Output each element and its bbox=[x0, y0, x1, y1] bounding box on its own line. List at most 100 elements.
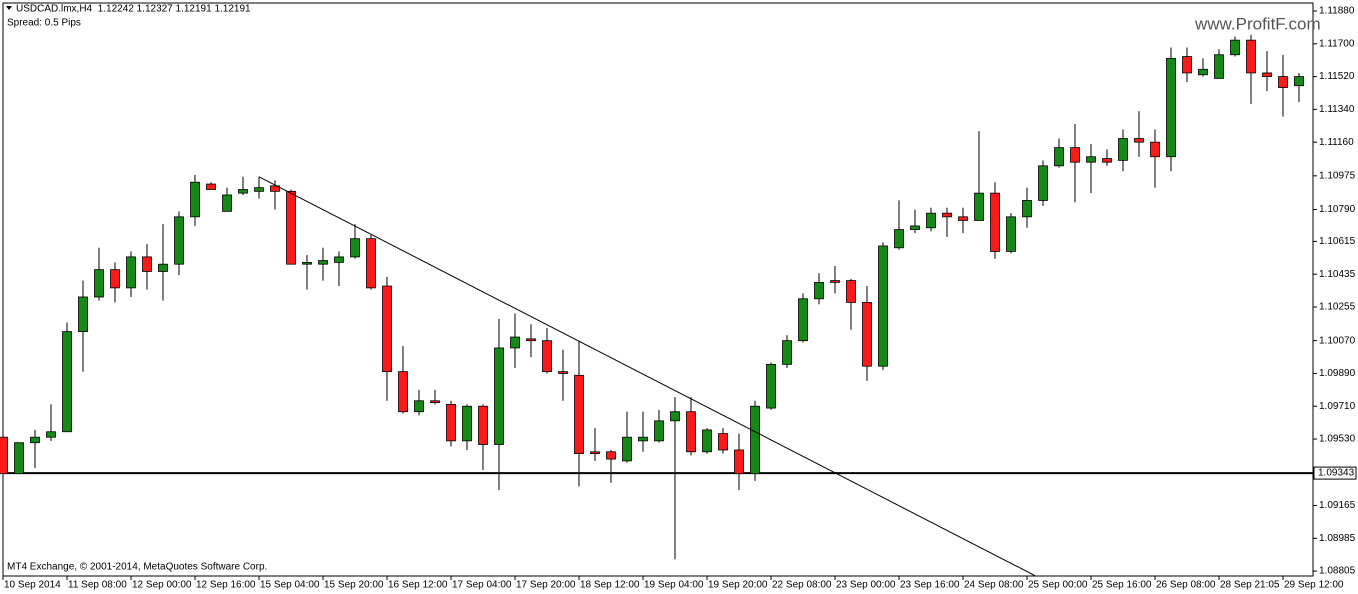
y-tick-label: 1.08985 bbox=[1319, 533, 1356, 544]
candle-body bbox=[974, 192, 984, 221]
candle-body bbox=[926, 212, 936, 229]
x-tick-label: 18 Sep 12:00 bbox=[580, 580, 640, 591]
candle-body bbox=[1054, 147, 1064, 167]
candle-body bbox=[206, 183, 216, 190]
candle-body bbox=[430, 400, 440, 404]
candle-body bbox=[638, 436, 648, 442]
candle-body bbox=[398, 371, 408, 413]
candle-body bbox=[494, 347, 504, 445]
copyright: MT4 Exchange, © 2001-2014, MetaQuotes So… bbox=[7, 562, 267, 573]
candle-body bbox=[782, 340, 792, 365]
candle-body bbox=[942, 212, 952, 218]
candle-body bbox=[734, 449, 744, 475]
x-tick-label: 16 Sep 12:00 bbox=[388, 580, 448, 591]
y-tick-label: 1.11160 bbox=[1319, 137, 1354, 148]
candle-body bbox=[702, 429, 712, 453]
candle-body bbox=[30, 436, 40, 444]
x-tick-label: 22 Sep 08:00 bbox=[772, 580, 832, 591]
y-tick-label: 1.10255 bbox=[1319, 302, 1356, 313]
x-tick-label: 19 Sep 20:00 bbox=[708, 580, 768, 591]
candle-body bbox=[1214, 54, 1224, 79]
candle-body bbox=[158, 263, 168, 272]
price-label-box bbox=[1313, 466, 1357, 480]
watermark: www.ProfitF.com bbox=[1194, 14, 1321, 33]
x-tick-label: 23 Sep 16:00 bbox=[900, 580, 960, 591]
candle-body bbox=[1166, 57, 1176, 158]
x-tick-label: 17 Sep 20:00 bbox=[516, 580, 576, 591]
x-tick-label: 28 Sep 21:05 bbox=[1220, 580, 1280, 591]
x-tick-label: 25 Sep 00:00 bbox=[1028, 580, 1088, 591]
y-tick-label: 1.09165 bbox=[1319, 500, 1356, 511]
candle-body bbox=[1118, 138, 1128, 161]
x-tick-label: 12 Sep 16:00 bbox=[196, 580, 256, 591]
candle-body bbox=[46, 431, 56, 438]
menu-arrow bbox=[6, 6, 12, 10]
candle-body bbox=[0, 436, 8, 475]
candle-body bbox=[526, 338, 536, 342]
x-tick-label: 15 Sep 20:00 bbox=[324, 580, 384, 591]
candle-body bbox=[750, 405, 760, 475]
candle-body bbox=[1134, 138, 1144, 143]
y-tick-label: 1.10070 bbox=[1319, 335, 1356, 346]
candle-body bbox=[174, 216, 184, 265]
candle-body bbox=[1246, 39, 1256, 74]
y-tick-label: 1.09890 bbox=[1319, 368, 1356, 379]
candle-body bbox=[14, 442, 24, 475]
candle-body bbox=[94, 269, 104, 298]
candle-body bbox=[798, 298, 808, 342]
x-tick-label: 25 Sep 16:00 bbox=[1092, 580, 1152, 591]
candle-body bbox=[542, 340, 552, 373]
y-tick-label: 1.10975 bbox=[1319, 170, 1356, 181]
candle-body bbox=[1278, 76, 1288, 88]
price-label: 1.09343 bbox=[1318, 468, 1355, 479]
candle-body bbox=[478, 405, 488, 445]
x-tick-label: 11 Sep 08:00 bbox=[68, 580, 127, 591]
x-tick-label: 29 Sep 12:00 bbox=[1284, 580, 1344, 591]
candle-body bbox=[1022, 200, 1032, 218]
candle-body bbox=[222, 194, 232, 212]
candle-body bbox=[846, 280, 856, 303]
candle-body bbox=[862, 302, 872, 367]
candle-body bbox=[1262, 72, 1272, 77]
candle-body bbox=[414, 400, 424, 413]
candle-body bbox=[654, 420, 664, 442]
candle-body bbox=[958, 216, 968, 221]
candle-body bbox=[1230, 39, 1240, 56]
trendline bbox=[258, 176, 1036, 577]
y-tick-label: 1.11340 bbox=[1319, 104, 1355, 115]
candle-body bbox=[686, 411, 696, 453]
candle-body bbox=[1198, 68, 1208, 76]
y-tick-label: 1.08805 bbox=[1319, 566, 1356, 577]
x-tick-label: 12 Sep 00:00 bbox=[132, 580, 192, 591]
candle-body bbox=[622, 436, 632, 462]
x-tick-label: 10 Sep 2014 bbox=[4, 580, 61, 591]
candle-body bbox=[670, 411, 680, 422]
candle-body bbox=[126, 256, 136, 289]
candle-body bbox=[62, 331, 72, 433]
candle-body bbox=[334, 256, 344, 263]
x-tick-label: 23 Sep 00:00 bbox=[836, 580, 896, 591]
y-tick-label: 1.09530 bbox=[1319, 434, 1356, 445]
candle-body bbox=[78, 296, 88, 332]
candle-body bbox=[302, 261, 312, 265]
candle-body bbox=[286, 190, 296, 265]
y-tick-label: 1.09710 bbox=[1319, 401, 1356, 412]
spread: Spread: 0.5 Pips bbox=[7, 18, 81, 29]
candle-body bbox=[1294, 76, 1304, 87]
candle-body bbox=[894, 229, 904, 249]
y-tick-label: 1.11520 bbox=[1319, 71, 1355, 82]
y-tick-label: 1.10435 bbox=[1319, 269, 1356, 280]
x-tick-label: 15 Sep 04:00 bbox=[260, 580, 320, 591]
candle-body bbox=[254, 187, 264, 192]
chart-title: USDCAD.lmx,H4 1.12242 1.12327 1.12191 1.… bbox=[16, 4, 251, 15]
candle-body bbox=[446, 404, 456, 442]
candle-body bbox=[558, 371, 568, 374]
candle-body bbox=[830, 280, 840, 283]
y-tick-label: 1.11700 bbox=[1319, 38, 1355, 49]
candle-body bbox=[110, 269, 120, 289]
candle-body bbox=[1038, 165, 1048, 201]
candle-body bbox=[718, 433, 728, 451]
y-tick-label: 1.10790 bbox=[1319, 204, 1356, 215]
